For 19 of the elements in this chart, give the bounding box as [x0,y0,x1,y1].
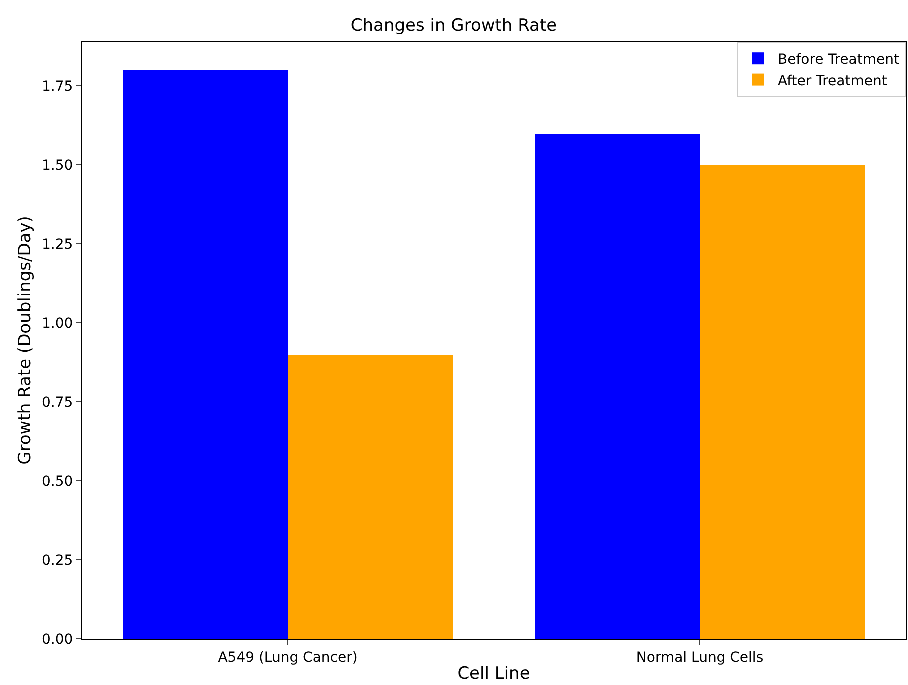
y-tick-label: 0.75 [42,395,74,411]
y-tick-label: 0.00 [42,632,74,648]
y-axis-title: Growth Rate (Doublings/Day) [16,216,36,465]
y-tick-label: 0.25 [42,552,74,569]
y-tick-label: 1.50 [42,158,74,174]
x-axis-title: Cell Line [458,664,530,684]
y-tick-label: 1.00 [42,316,74,332]
chart-title: Changes in Growth Rate [350,16,558,36]
y-tick-label: 1.75 [42,79,74,96]
x-tick-label: Normal Lung Cells [636,650,764,666]
bar [288,355,453,639]
x-tick-label: A549 (Lung Cancer) [218,650,358,666]
legend-label: Before Treatment [778,52,900,68]
legend-label: After Treatment [778,73,888,90]
bar [700,165,865,639]
bar [535,134,700,639]
bar [123,70,288,639]
y-tick-label: 1.25 [42,237,74,254]
y-tick-label: 0.50 [42,474,74,490]
